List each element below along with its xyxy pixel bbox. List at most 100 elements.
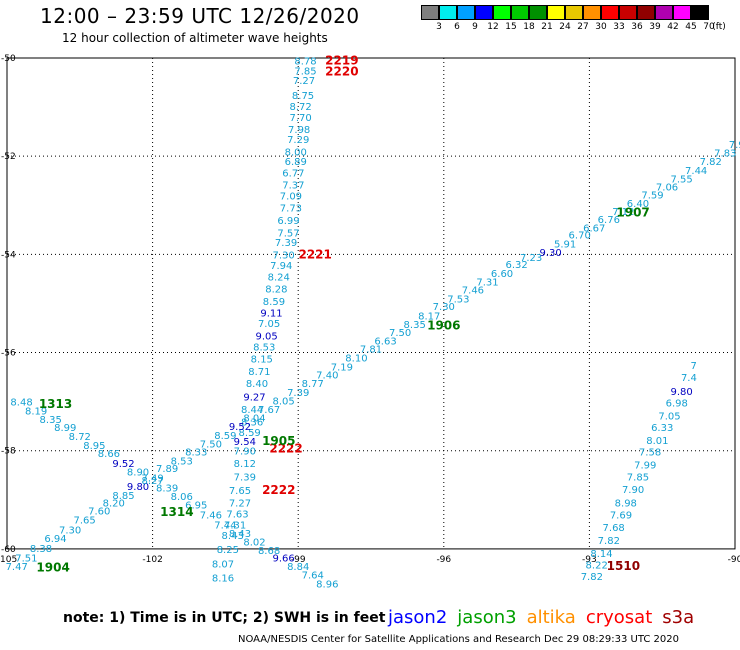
satellite-key: jason2 jason3 altika cryosat s3a [388,607,704,628]
wave-height-value: 7.82 [700,157,722,168]
legend-unit: (ft) [712,22,726,32]
wave-height-value: 8.28 [265,285,287,296]
wave-height-value: 7.82 [598,536,620,547]
legend-label: 21 [541,22,553,32]
wave-height-value: 7.65 [229,486,251,497]
wave-height-value: 8.12 [234,459,256,470]
wave-height-value: 7.44 [214,520,236,531]
wave-height-value: 8.00 [285,147,307,158]
wave-height-value: 7.53 [447,295,469,306]
wave-height-value: 7.85 [294,66,316,77]
wave-height-value: 8.85 [112,491,134,502]
wave-height-value: 9.52 [112,459,134,470]
legend-label: 24 [559,22,571,32]
wave-height-color-legend: 3 6 9 12 15 18 21 24 27 30 33 36 39 42 45 70 (ft) [421,5,728,35]
wave-height-value: 8.07 [212,560,234,571]
wave-height-value: 8.78 [294,56,316,67]
legend-swatch [493,5,511,20]
pass-time-label: 1905 [262,434,295,448]
wave-height-value: 7.60 [88,507,110,518]
wave-height-value: 8.38 [30,544,52,555]
wave-height-value: 7.58 [639,448,661,459]
wave-height-value: 8.35 [404,320,426,331]
legend-swatch [457,5,475,20]
legend-swatch [601,5,619,20]
wave-height-value: 7.51 [15,554,37,565]
wave-height-value: 8.75 [292,91,314,102]
wave-height-value: 6.32 [505,260,527,271]
map-frame [6,57,736,550]
wave-height-value: 8.04 [243,413,265,424]
wave-height-value: 7.44 [685,166,707,177]
footer-credit: NOAA/NESDIS Center for Satellite Applica… [238,634,680,645]
wave-height-value: 9.80 [670,387,692,398]
wave-height-value: 8.99 [54,423,76,434]
wave-height-value: 7.93 [729,140,740,151]
wave-height-value: 7.46 [200,511,222,522]
wave-height-value: 7.83 [714,148,736,159]
wave-height-value: 8.68 [258,546,280,557]
lat-tick-label: -60 [1,545,16,555]
wave-height-value: 7.85 [627,472,649,483]
wave-height-value: 8.98 [615,498,637,509]
lon-tick-label: -102 [142,555,162,565]
lon-tick-label: -105 [0,555,17,565]
wave-height-value: 8.33 [185,448,207,459]
wave-height-value: 8.43 [229,529,251,540]
wave-height-value: 9.54 [234,437,256,448]
wave-height-value: 7.27 [229,498,251,509]
legend-label: 45 [685,22,697,32]
legend-label: 27 [577,22,589,32]
wave-height-value: 7.27 [293,76,315,87]
wave-height-value: 8.14 [590,549,612,560]
wave-height-value: 8.35 [40,415,62,426]
lat-tick-label: -54 [1,250,16,260]
wave-height-value: 9.52 [229,422,251,433]
pass-time-label: 1510 [607,559,640,573]
wave-height-value: 8.72 [69,432,91,443]
wave-height-value: 7.68 [603,523,625,534]
wave-height-value: 8.16 [212,573,234,584]
wave-height-value: 8.22 [586,561,608,572]
wave-height-value: 8.02 [243,538,265,549]
wave-height-value: 7.19 [331,362,353,373]
wave-height-value: 7.06 [656,183,678,194]
wave-height-value: 9.11 [260,308,282,319]
wave-height-value: 7.63 [226,510,248,521]
wave-height-value: 8.15 [251,354,273,365]
satellite-name: jason3 [457,607,517,628]
wave-height-value: 7.37 [282,181,304,192]
wave-height-value: 6.70 [569,231,591,242]
wave-height-value: 7.82 [581,572,603,583]
satellite-name: s3a [662,607,695,628]
map-subtitle: 12 hour collection of altimeter wave hei… [62,31,328,45]
wave-height-value: 7.50 [389,328,411,339]
wave-height-value: 6.67 [583,223,605,234]
wave-height-value: 6.95 [185,501,207,512]
pass-time-label: 2219 [325,53,358,67]
lon-tick-label: -96 [436,555,451,565]
wave-height-value: 7.64 [302,570,324,581]
satellite-name: altika [526,607,576,628]
lat-tick-label: -56 [1,349,16,359]
wave-height-value: 7.55 [670,174,692,185]
wave-height-value: 8.24 [268,272,290,283]
legend-swatch [583,5,601,20]
wave-height-value: 7.98 [288,125,310,136]
wave-height-value: 6.77 [282,168,304,179]
lon-tick-label: -90 [728,555,740,565]
wave-height-value: 7.46 [462,286,484,297]
wave-height-value: 8.96 [316,579,338,590]
wave-height-value: 7.30 [59,525,81,536]
legend-swatch [439,5,457,20]
wave-height-value: 8.40 [246,379,268,390]
wave-height-value: 7.94 [270,261,292,272]
wave-height-value: 7.31 [224,520,246,531]
wave-height-value: 7.39 [275,238,297,249]
wave-height-value: 7.90 [234,447,256,458]
legend-label: 70 [703,22,715,32]
wave-height-value: 9.66 [273,554,295,565]
pass-time-label: 2222 [269,441,302,455]
legend-swatch [565,5,583,20]
legend-label: 15 [505,22,517,32]
